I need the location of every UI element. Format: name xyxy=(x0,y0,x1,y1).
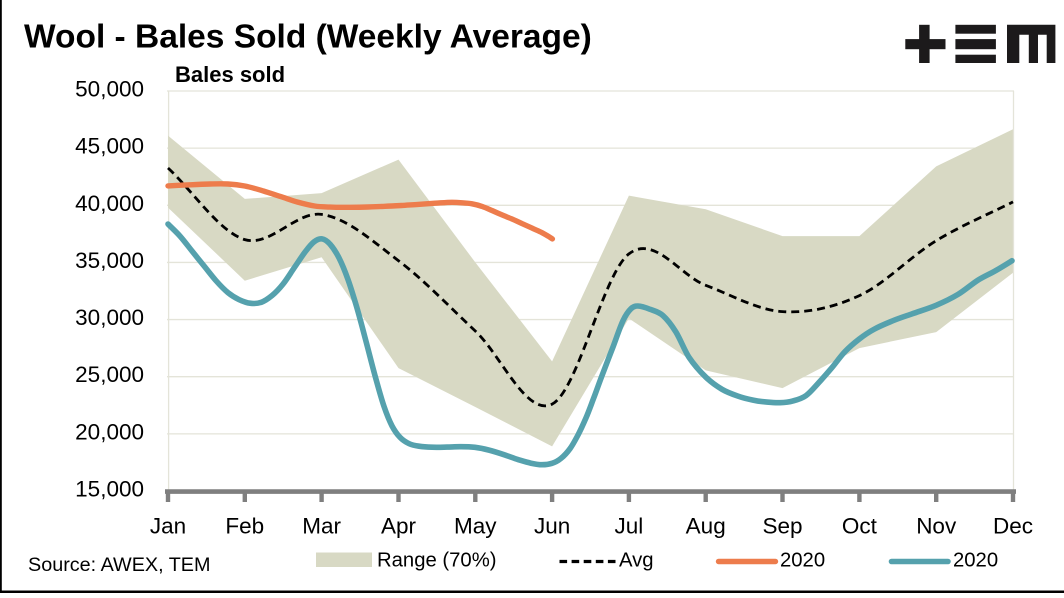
svg-text:20,000: 20,000 xyxy=(75,419,144,444)
svg-text:Source: AWEX, TEM: Source: AWEX, TEM xyxy=(28,554,210,576)
svg-text:2020: 2020 xyxy=(780,550,825,572)
svg-text:Avg: Avg xyxy=(619,550,654,572)
svg-text:15,000: 15,000 xyxy=(75,477,144,502)
svg-text:Dec: Dec xyxy=(993,514,1033,539)
svg-text:50,000: 50,000 xyxy=(75,77,144,102)
svg-text:Aug: Aug xyxy=(686,514,726,539)
svg-text:Bales sold: Bales sold xyxy=(175,62,285,87)
svg-text:Oct: Oct xyxy=(842,514,878,539)
svg-text:25,000: 25,000 xyxy=(75,362,144,387)
svg-text:40,000: 40,000 xyxy=(75,191,144,216)
svg-text:2020: 2020 xyxy=(953,550,998,572)
svg-text:Jan: Jan xyxy=(150,514,186,539)
svg-text:Wool - Bales Sold (Weekly Aver: Wool - Bales Sold (Weekly Average) xyxy=(24,19,592,56)
svg-text:Range (70%): Range (70%) xyxy=(377,550,497,572)
svg-text:45,000: 45,000 xyxy=(75,134,144,159)
svg-text:Apr: Apr xyxy=(381,514,417,539)
svg-text:Feb: Feb xyxy=(225,514,264,539)
svg-text:Jun: Jun xyxy=(534,514,570,539)
svg-text:30,000: 30,000 xyxy=(75,305,144,330)
svg-text:Sep: Sep xyxy=(762,514,802,539)
svg-text:Jul: Jul xyxy=(615,514,644,539)
svg-text:May: May xyxy=(454,514,497,539)
svg-text:35,000: 35,000 xyxy=(75,248,144,273)
svg-text:Mar: Mar xyxy=(302,514,341,539)
svg-text:Nov: Nov xyxy=(916,514,957,539)
